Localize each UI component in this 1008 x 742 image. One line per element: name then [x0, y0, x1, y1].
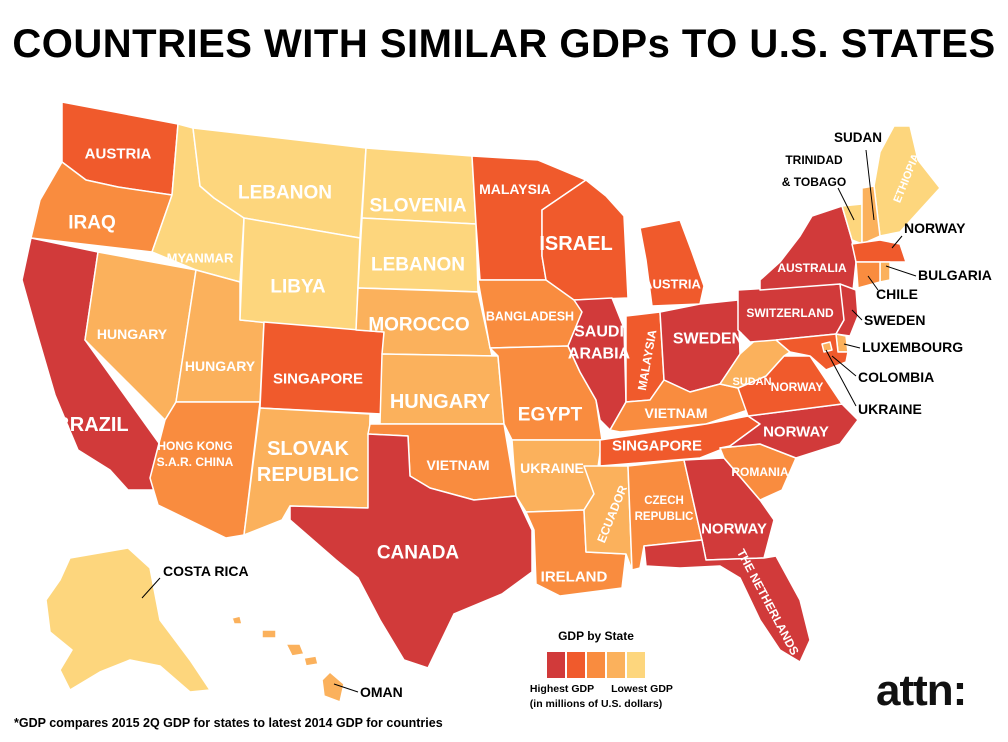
label-missouri: EGYPT	[518, 405, 583, 426]
state-connecticut	[855, 261, 881, 289]
label-ohio: SWEDEN	[673, 331, 743, 348]
label-utah: HUNGARY	[185, 358, 256, 374]
leader-connecticut	[867, 275, 879, 291]
label-tennessee: SINGAPORE	[612, 437, 702, 454]
label-california: BRAZIL	[55, 414, 128, 436]
state-kansas	[379, 353, 505, 425]
leader-new-jersey	[851, 309, 863, 321]
label-arizona: HONG KONG S.A.R. CHINA	[157, 439, 234, 469]
leader-alaska	[141, 577, 161, 599]
label-illinois: SAUDI ARABIA	[568, 324, 631, 363]
label-pennsylvania: SWITZERLAND	[746, 306, 834, 320]
leader-new-hampshire	[865, 149, 875, 221]
label-new-jersey: SWEDEN	[864, 312, 925, 328]
state-shapes	[21, 101, 941, 703]
state-new-jersey	[835, 283, 859, 337]
legend-swatch-1	[547, 652, 565, 678]
label-arkansas: UKRAINE	[520, 460, 584, 476]
label-nebraska: MOROCCO	[368, 315, 469, 336]
label-north-carolina: NORWAY	[763, 423, 829, 440]
state-wyoming	[239, 217, 361, 333]
label-new-york: AUSTRALIA	[777, 261, 847, 275]
state-alaska	[45, 547, 211, 693]
label-idaho: MYANMAR	[167, 251, 234, 266]
leader-district-of-columbia	[825, 349, 857, 407]
state-maine	[873, 125, 941, 237]
label-west-virginia: SUDAN	[732, 376, 771, 388]
legend-swatch-2	[567, 652, 585, 678]
label-new-mexico: SLOVAK REPUBLIC	[257, 438, 359, 486]
label-connecticut: CHILE	[876, 286, 918, 302]
state-new-hampshire	[861, 185, 881, 245]
label-massachusetts: NORWAY	[904, 220, 966, 236]
legend-swatch-4	[607, 652, 625, 678]
label-oregon: IRAQ	[68, 213, 116, 234]
label-texas: CANADA	[377, 543, 460, 564]
label-alaska: COSTA RICA	[163, 563, 249, 579]
label-oklahoma: VIETNAM	[427, 457, 490, 473]
label-wyoming: LIBYA	[270, 277, 326, 298]
label-rhode-island: BULGARIA	[918, 267, 992, 283]
leader-vermont	[837, 187, 855, 221]
state-district-of-columbia	[821, 341, 833, 353]
label-district-of-columbia: UKRAINE	[858, 401, 922, 417]
legend-high-label: Highest GDP	[530, 683, 594, 695]
label-kansas: HUNGARY	[390, 391, 491, 413]
leader-lines	[141, 149, 917, 693]
leader-hawaii	[333, 683, 359, 693]
leader-delaware	[843, 343, 861, 349]
state-texas	[289, 433, 533, 669]
state-colorado	[259, 321, 385, 415]
label-nevada: HUNGARY	[97, 326, 168, 342]
label-alabama: CZECH REPUBLIC	[635, 495, 694, 523]
page-title: COUNTRIES WITH SIMILAR GDPs TO U.S. STAT…	[12, 22, 996, 66]
label-georgia: NORWAY	[701, 520, 767, 537]
state-labels: AUSTRIA IRAQ BRAZIL MYANMAR LEBANON HUNGARY HU…	[55, 130, 992, 700]
legend-swatch-5	[627, 652, 645, 678]
label-colorado: SINGAPORE	[273, 370, 363, 387]
legend-units: (in millions of U.S. dollars)	[530, 698, 662, 710]
label-kentucky: VIETNAM	[645, 405, 708, 421]
state-wisconsin	[541, 179, 629, 301]
label-maryland: COLOMBIA	[858, 369, 934, 385]
label-delaware: LUXEMBOURG	[862, 339, 963, 355]
state-massachusetts	[851, 239, 907, 263]
label-wisconsin: ISRAEL	[539, 233, 612, 255]
label-virginia: NORWAY	[771, 380, 824, 394]
label-south-dakota: LEBANON	[371, 255, 465, 276]
label-montana: LEBANON	[238, 183, 332, 204]
leader-massachusetts	[891, 235, 903, 249]
legend: GDP by State Highest GDP Lowest GDP (in mil…	[530, 629, 673, 710]
legend-low-label: Lowest GDP	[611, 683, 673, 695]
legend-swatch-3	[587, 652, 605, 678]
footnote: *GDP compares 2015 2Q GDP for states to …	[14, 716, 443, 730]
brand-logo: attn:	[876, 666, 967, 715]
label-hawaii: OMAN	[360, 684, 403, 700]
label-minnesota: MALAYSIA	[479, 181, 551, 197]
state-rhode-island	[879, 261, 891, 283]
state-arizona	[149, 401, 261, 539]
label-south-carolina: ROMANIA	[731, 465, 789, 479]
label-washington: AUSTRIA	[85, 145, 152, 162]
state-illinois	[567, 297, 627, 431]
state-north-carolina	[719, 403, 859, 459]
label-iowa: BANGLADESH	[486, 309, 574, 323]
state-florida	[643, 539, 811, 663]
state-michigan	[639, 219, 705, 307]
state-hawaii	[231, 615, 345, 703]
label-michigan: AUSTRIA	[643, 277, 701, 292]
leader-rhode-island	[885, 265, 917, 277]
label-new-hampshire: SUDAN	[834, 130, 882, 145]
label-louisiana: IRELAND	[541, 568, 608, 585]
label-vermont: TRINIDAD & TOBAGO	[782, 153, 846, 189]
label-north-dakota: SLOVENIA	[369, 196, 466, 217]
legend-title: GDP by State	[558, 629, 634, 643]
leader-maryland	[831, 355, 857, 377]
